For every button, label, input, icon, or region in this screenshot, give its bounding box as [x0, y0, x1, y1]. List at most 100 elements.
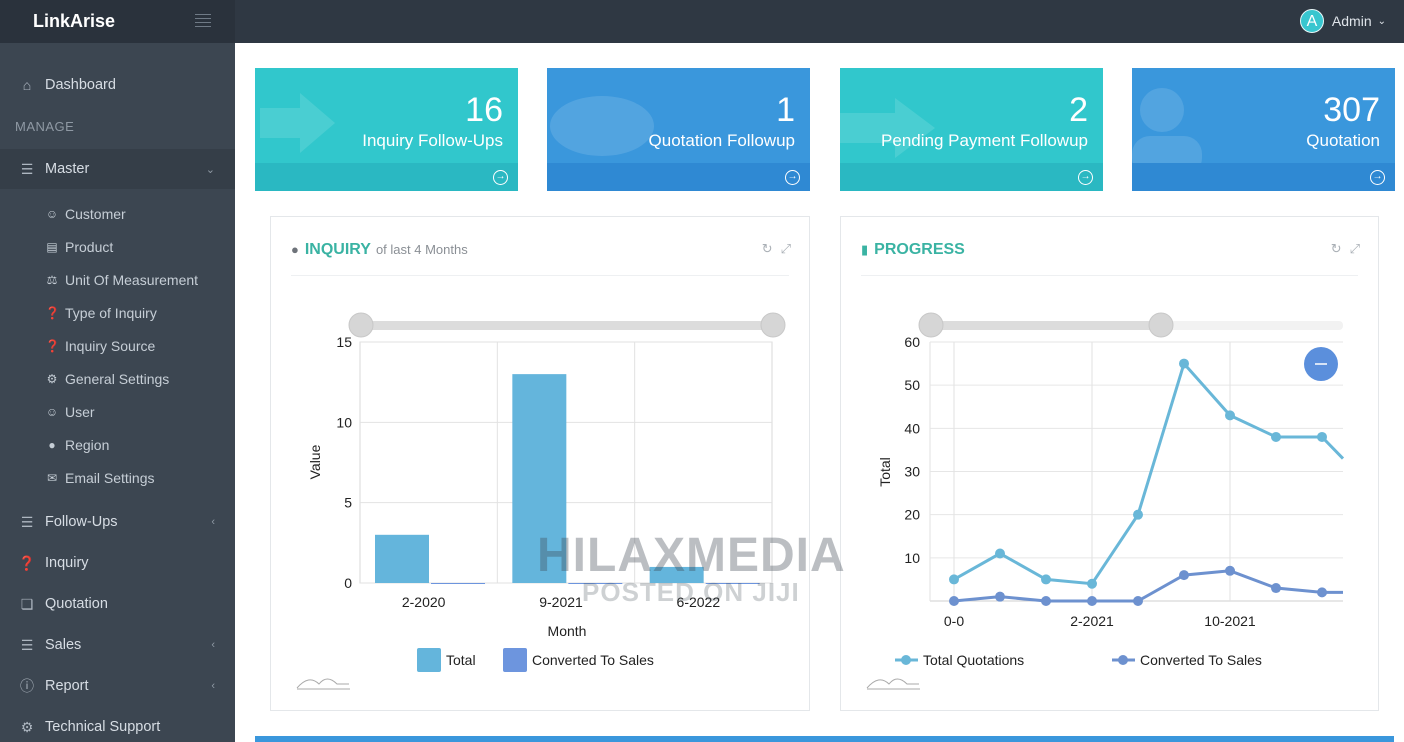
progress-panel: ▮ PROGRESS ↻ ⤢	[840, 216, 1379, 711]
panel-tools: ↻ ⤢	[754, 241, 791, 257]
panel-subtitle: of last 4 Months	[375, 242, 468, 257]
avatar: A	[1299, 9, 1324, 33]
balance-scale-icon: ⚖	[46, 272, 58, 287]
top-bar: LinkArise A Admin ⌄	[0, 0, 1404, 43]
sidebar-item-label: Region	[65, 436, 110, 453]
expand-icon[interactable]: ⤢	[1349, 241, 1360, 256]
stat-value: 2	[1069, 91, 1088, 129]
sidebar-item-label: Inquiry Source	[65, 337, 156, 354]
sidebar-subitem-general-settings[interactable]: ⚙ General Settings	[45, 362, 170, 395]
sidebar-item-label: User	[65, 403, 95, 420]
inquiry-panel: ● INQUIRY of last 4 Months ↻ ⤢	[270, 216, 810, 711]
sidebar-subitem-email-settings[interactable]: ✉ Email Settings	[45, 461, 155, 494]
map-marker-icon: ●	[48, 437, 56, 452]
stat-value: 1	[776, 91, 795, 129]
comment-icon: ●	[291, 242, 299, 257]
sidebar-subitem-region[interactable]: ● Region	[45, 428, 109, 461]
arrow-icon	[840, 98, 935, 158]
sidebar-subitem-type-of-inquiry[interactable]: ❓ Type of Inquiry	[45, 296, 157, 329]
sidebar-item-inquiry[interactable]: ❓ Inquiry	[0, 543, 235, 583]
sidebar-item-sales[interactable]: ☰ Sales ‹	[0, 625, 235, 665]
stat-tile-quotation[interactable]: 307 Quotation →	[1132, 68, 1395, 191]
chevron-down-icon: ⌄	[1377, 15, 1386, 27]
sidebar-item-label: General Settings	[65, 370, 170, 387]
sidebar-subitem-product[interactable]: ▤ Product	[45, 230, 113, 263]
sidebar-item-label: Unit Of Measurement	[65, 271, 199, 288]
user-icon: ☺	[45, 404, 59, 419]
sidebar-item-technical-support[interactable]: ⚙ Technical Support	[0, 707, 235, 742]
envelope-icon: ✉	[46, 470, 58, 485]
sidebar: ⌂ Dashboard MANAGE ☰ Master ⌄ ☺ Customer …	[0, 43, 235, 742]
sidebar-item-label: Email Settings	[65, 469, 155, 486]
question-circle-icon: ❓	[45, 305, 60, 320]
panel-title: INQUIRY	[304, 241, 371, 258]
sidebar-item-label: Inquiry	[45, 555, 89, 571]
sign-in-icon	[260, 93, 335, 153]
list-icon: ☰	[20, 513, 34, 530]
home-icon: ⌂	[22, 77, 32, 93]
stat-label: Quotation	[1306, 131, 1380, 150]
user-icon: ☺	[45, 206, 59, 221]
chevron-left-icon: ‹	[211, 639, 215, 651]
user-name: Admin	[1331, 13, 1372, 29]
sidebar-item-quotation[interactable]: ❏ Quotation	[0, 584, 235, 624]
arrow-circle-right-icon: →	[1078, 170, 1093, 185]
refresh-icon[interactable]: ↻	[1330, 241, 1342, 256]
panel-header: ● INQUIRY of last 4 Months	[291, 241, 468, 259]
stat-value: 16	[465, 91, 503, 129]
panel-title: PROGRESS	[874, 241, 965, 258]
sidebar-subitem-uom[interactable]: ⚖ Unit Of Measurement	[45, 263, 198, 296]
list-icon: ☰	[20, 636, 34, 653]
arrow-circle-right-icon: →	[493, 170, 508, 185]
tile-footer[interactable]: →	[1132, 163, 1395, 191]
question-circle-icon: ❓	[45, 338, 60, 353]
sidebar-subitem-customer[interactable]: ☺ Customer	[45, 197, 126, 230]
sidebar-subitem-inquiry-source[interactable]: ❓ Inquiry Source	[45, 329, 155, 362]
sidebar-item-label: Quotation	[45, 596, 108, 612]
tile-footer[interactable]: →	[547, 163, 810, 191]
menu-toggle-icon[interactable]	[195, 14, 211, 27]
stat-label: Quotation Followup	[648, 131, 795, 150]
user-menu[interactable]: A Admin ⌄	[1299, 8, 1386, 34]
sidebar-item-label: Report	[45, 678, 89, 694]
stat-tile-quotation-followup[interactable]: 1 Quotation Followup →	[547, 68, 810, 191]
sidebar-item-report[interactable]: ⓘ Report ‹	[0, 666, 235, 706]
panel-tools: ↻ ⤢	[1323, 241, 1360, 257]
eye-icon	[550, 96, 654, 156]
sidebar-item-label: Type of Inquiry	[65, 304, 157, 321]
question-circle-icon: ❓	[18, 554, 36, 571]
sidebar-item-follow-ups[interactable]: ☰ Follow-Ups ‹	[0, 502, 235, 542]
stat-tile-pending-payment[interactable]: 2 Pending Payment Followup →	[840, 68, 1103, 191]
bottom-panel-edge	[255, 736, 1394, 742]
chevron-left-icon: ‹	[211, 680, 215, 692]
panel-header: ▮ PROGRESS	[861, 241, 965, 259]
stat-label: Inquiry Follow-Ups	[362, 131, 503, 150]
gear-icon: ⚙	[46, 371, 58, 386]
sidebar-item-label: Dashboard	[45, 77, 116, 93]
refresh-icon[interactable]: ↻	[761, 241, 773, 256]
stat-label: Pending Payment Followup	[881, 131, 1088, 150]
sidebar-item-master[interactable]: ☰ Master ⌄	[0, 149, 235, 189]
arrow-circle-right-icon: →	[1370, 170, 1385, 185]
tile-footer[interactable]: →	[255, 163, 518, 191]
sidebar-item-label: Follow-Ups	[45, 514, 118, 530]
info-circle-icon: ⓘ	[20, 678, 34, 694]
stat-tile-inquiry-followups[interactable]: 16 Inquiry Follow-Ups →	[255, 68, 518, 191]
sidebar-item-label: Master	[45, 161, 90, 177]
sidebar-item-label: Technical Support	[45, 719, 161, 735]
gear-icon: ⚙	[20, 718, 34, 735]
sidebar-item-label: Customer	[65, 205, 126, 222]
sidebar-item-label: Sales	[45, 637, 82, 653]
sidebar-subitem-user[interactable]: ☺ User	[45, 395, 95, 428]
section-label: MANAGE	[15, 119, 75, 134]
bar-chart-icon: ▮	[861, 242, 869, 257]
product-icon: ▤	[46, 239, 58, 254]
expand-icon[interactable]: ⤢	[780, 241, 791, 256]
chevron-down-icon: ⌄	[205, 163, 215, 176]
sidebar-item-label: Product	[65, 238, 114, 255]
stat-value: 307	[1323, 91, 1380, 129]
tile-footer[interactable]: →	[840, 163, 1103, 191]
list-icon: ☰	[20, 160, 34, 177]
brand-logo[interactable]: LinkArise	[0, 0, 235, 43]
sidebar-item-dashboard[interactable]: ⌂ Dashboard	[0, 65, 235, 105]
